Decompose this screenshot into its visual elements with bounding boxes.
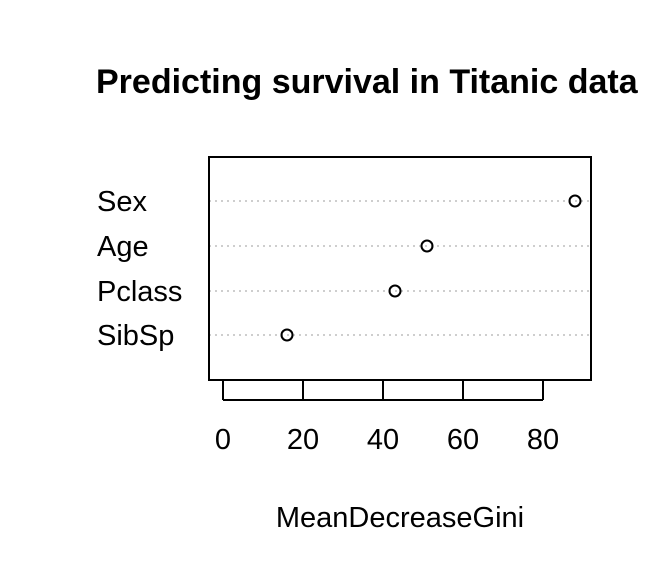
plot-frame <box>208 156 592 381</box>
data-point-sibsp <box>280 328 294 342</box>
x-tick-label-80: 80 <box>527 424 559 456</box>
x-tick-label-20: 20 <box>287 424 319 456</box>
data-point-pclass <box>388 284 402 298</box>
category-labels: Sex Age Pclass SibSp <box>97 186 182 352</box>
x-axis: 0 20 40 60 80 <box>215 380 559 456</box>
x-tick-label-40: 40 <box>367 424 399 456</box>
chart-title: Predicting survival in Titanic data <box>96 63 639 101</box>
x-axis-label: MeanDecreaseGini <box>276 502 524 534</box>
category-label-pclass: Pclass <box>97 276 182 308</box>
data-point-sex <box>568 194 582 208</box>
category-label-age: Age <box>97 231 149 263</box>
category-label-sibsp: SibSp <box>97 320 174 352</box>
data-points <box>280 194 582 342</box>
grid-lines <box>209 200 591 336</box>
data-point-age <box>420 239 434 253</box>
category-label-sex: Sex <box>97 186 147 218</box>
x-tick-label-0: 0 <box>215 424 231 456</box>
x-tick-label-60: 60 <box>447 424 479 456</box>
